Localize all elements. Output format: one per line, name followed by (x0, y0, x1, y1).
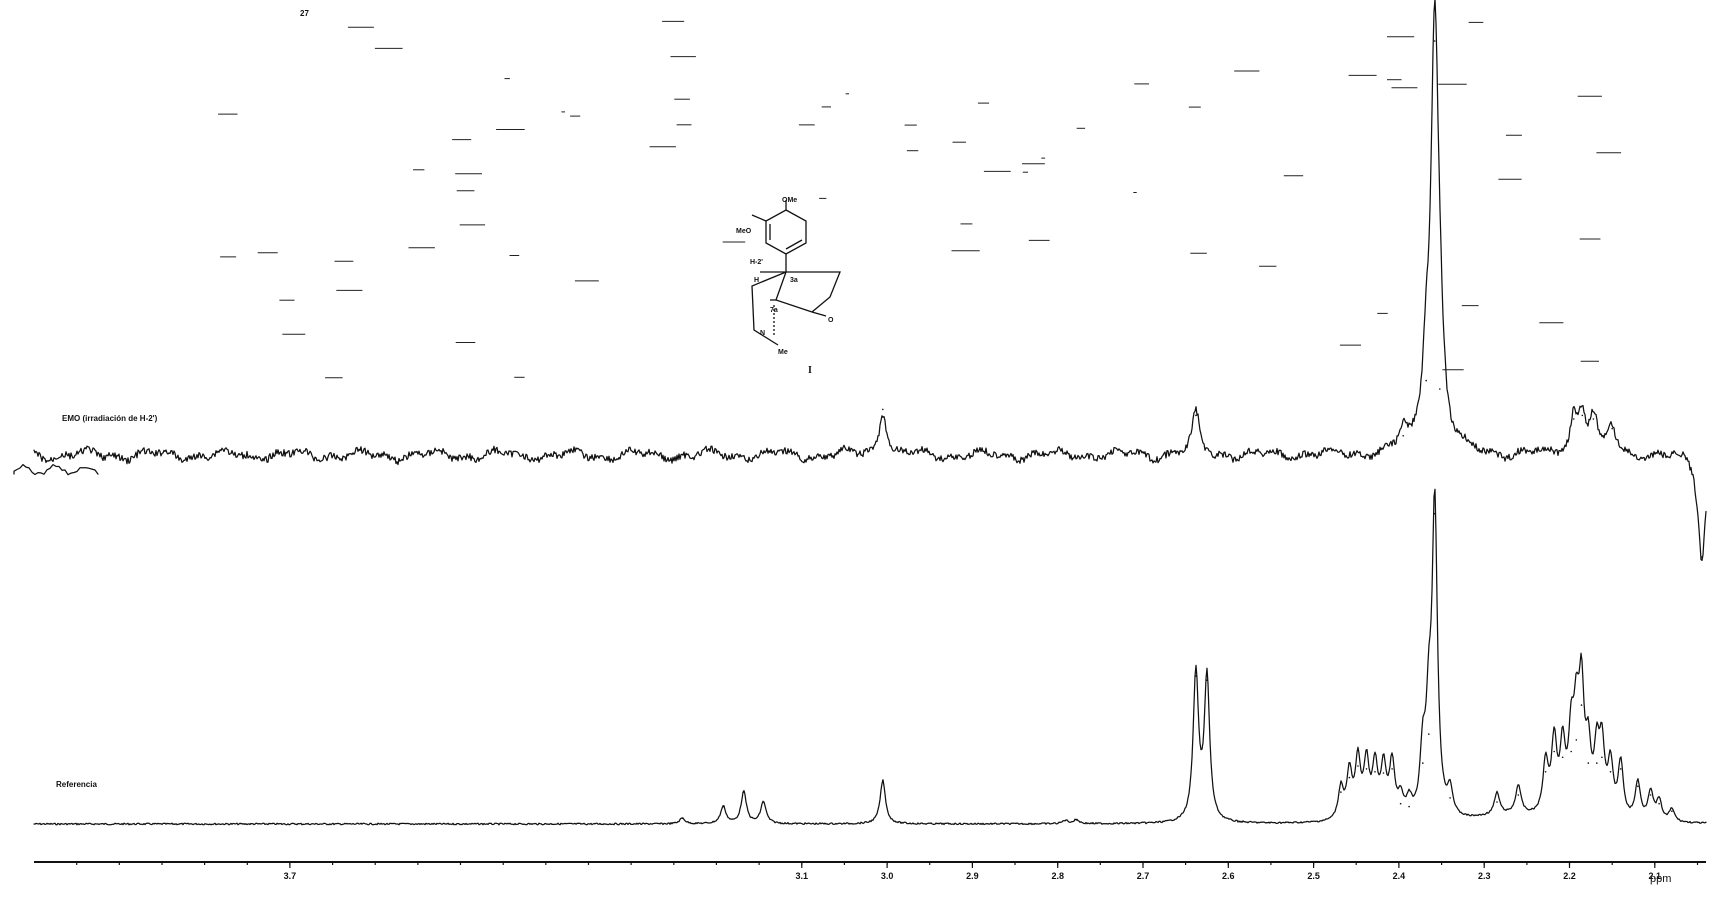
ref-peak-point-27 (1570, 750, 1572, 753)
compound-number: I (808, 365, 812, 376)
x-tick-label: 2.3 (1478, 871, 1491, 881)
ref-peak-point-5 (1064, 819, 1067, 822)
trace-emo-difference (33, 0, 1707, 562)
struct-label-h2prime: H-2' (750, 259, 763, 266)
x-tick-label: 2.6 (1222, 871, 1235, 881)
ref-peak-point-37 (1658, 802, 1660, 805)
ref-peak-point-36 (1649, 794, 1652, 796)
ref-peak-point-16 (1399, 802, 1402, 805)
struct-label-me: Me (778, 349, 788, 356)
x-tick-label: 2.4 (1393, 871, 1406, 881)
ref-peak-point-13 (1374, 771, 1376, 773)
ref-peak-point-10 (1348, 776, 1351, 779)
ref-peak-point-19 (1428, 733, 1430, 735)
header-scribble: 27 (300, 9, 309, 18)
chemical-structure: OMe MeO H-2' 3a 7a H N Me O I (736, 197, 841, 376)
ref-peak-point-9 (1340, 791, 1342, 793)
struct-label-meo: MeO (736, 228, 752, 235)
ref-peak-point-17 (1408, 805, 1410, 808)
emo-peak-point-0 (882, 408, 884, 411)
ref-peak-point-35 (1637, 785, 1639, 788)
ref-peak-point-24 (1544, 771, 1547, 773)
x-tick-label: 2.8 (1051, 871, 1064, 881)
ref-peak-point-33 (1609, 771, 1612, 773)
ref-peak-point-1 (722, 805, 725, 808)
ref-peak-point-38 (1671, 810, 1673, 812)
ref-peak-point-14 (1382, 772, 1385, 774)
ref-peak-point-0 (681, 817, 684, 819)
ref-peak-point-15 (1391, 768, 1393, 770)
ref-peak-point-31 (1596, 762, 1598, 764)
x-tick-label: 3.0 (881, 871, 894, 881)
ref-peak-point-2 (742, 791, 745, 793)
struct-label-o: O (828, 317, 834, 324)
x-tick-label: 2.2 (1563, 871, 1576, 881)
ref-peak-point-8 (1206, 679, 1208, 681)
ref-peak-point-3 (762, 801, 765, 803)
ref-peak-point-21 (1449, 797, 1451, 799)
emo-peak-point-5 (1439, 388, 1441, 390)
x-axis-unit-label: ppm (1650, 873, 1671, 885)
ref-peak-point-26 (1561, 756, 1564, 759)
ref-peak-point-34 (1619, 768, 1622, 770)
trace-emo-left-fragment (13, 463, 99, 476)
trace-reference (33, 488, 1707, 826)
x-axis-ticks: 3.7 3.1 3.0 2.9 2.8 2.7 2.6 2.5 2.4 2.3 2.2 2.1 (76, 862, 1699, 881)
ref-peak-point-22 (1496, 801, 1498, 803)
ref-peak-point-6 (1075, 819, 1078, 821)
series-label-emo: EMO (irradiación de H-2') (62, 414, 158, 423)
ref-peak-point-4 (882, 779, 884, 782)
x-tick-label: 2.1 (1649, 871, 1662, 881)
ref-peak-point-23 (1517, 794, 1520, 796)
emo-peak-point-2 (1402, 435, 1404, 437)
ref-peak-point-20 (1433, 512, 1436, 515)
emo-peak-point-1 (1195, 414, 1197, 417)
x-tick-label: 2.5 (1307, 871, 1320, 881)
scan-noise (218, 20, 1622, 379)
emo-peak-point-7 (1581, 414, 1584, 417)
ref-peak-point-12 (1365, 768, 1368, 770)
struct-label-3a: 3a (790, 277, 798, 284)
ref-peak-point-25 (1553, 750, 1555, 753)
emo-peak-point-3 (1425, 379, 1427, 382)
emo-peak-point-4 (1433, 40, 1436, 42)
x-tick-label: 2.9 (966, 871, 979, 881)
series-label-referencia: Referencia (56, 780, 97, 789)
ref-peak-point-29 (1580, 704, 1583, 706)
emo-peak-point-10 (1700, 556, 1703, 558)
ref-peak-point-30 (1587, 762, 1590, 764)
ref-peak-point-28 (1575, 739, 1578, 741)
x-tick-label: 2.7 (1137, 871, 1150, 881)
ref-peak-point-7 (1195, 675, 1197, 677)
struct-label-n: N (760, 330, 765, 337)
ref-peak-point-11 (1357, 765, 1359, 767)
emo-peak-point-9 (1611, 427, 1613, 430)
struct-label-ome: OMe (782, 197, 797, 204)
ref-peak-point-18 (1422, 762, 1424, 764)
x-tick-label: 3.1 (796, 871, 809, 881)
emo-peak-point-8 (1592, 418, 1595, 420)
peak-markers (681, 40, 1703, 822)
ref-peak-point-32 (1601, 756, 1603, 759)
x-tick-label: 3.7 (284, 871, 297, 881)
emo-peak-point-6 (1573, 418, 1575, 420)
struct-label-h: H (754, 277, 759, 284)
struct-label-7a: 7a (770, 307, 778, 314)
